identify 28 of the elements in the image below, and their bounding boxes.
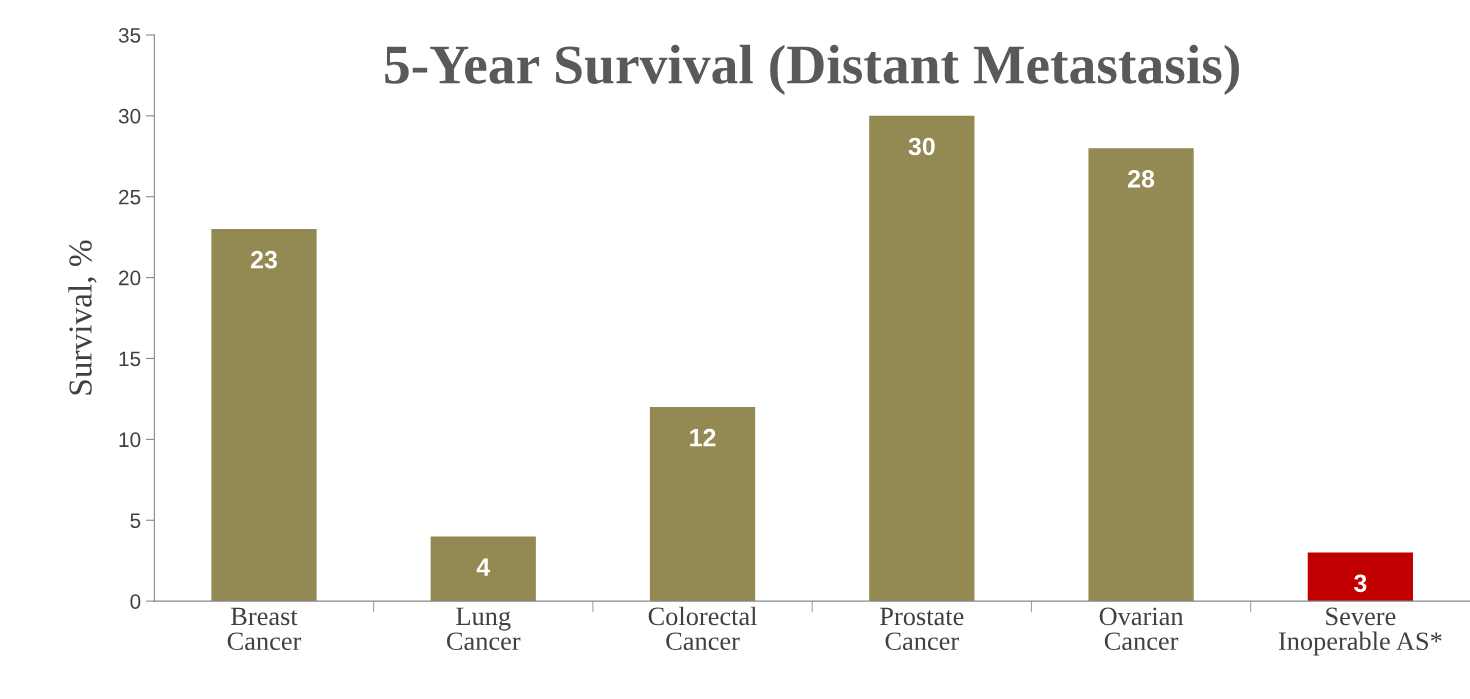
bar xyxy=(869,115,975,602)
x-tick-label: Severe Inoperable AS* xyxy=(1278,607,1442,656)
y-tick-label: 10 xyxy=(119,432,141,448)
bar xyxy=(430,536,536,602)
x-tick-label: Breast Cancer xyxy=(227,607,302,651)
y-tick-label: 25 xyxy=(119,189,141,205)
data-label: 4 xyxy=(476,558,491,576)
x-tick-label: Ovarian Cancer xyxy=(1099,607,1184,651)
y-tick-label: 30 xyxy=(118,108,141,124)
bar xyxy=(649,407,756,602)
x-tick-label: Lung Cancer xyxy=(446,607,521,651)
y-tick-label: 15 xyxy=(119,351,141,367)
bar xyxy=(211,229,317,602)
y-tick-label: 20 xyxy=(119,270,141,286)
x-tick-label: Prostate Cancer xyxy=(880,607,964,651)
data-label: 3 xyxy=(1353,574,1367,593)
y-axis-title: Survival, % xyxy=(68,240,97,395)
data-label: 30 xyxy=(908,137,935,156)
bar xyxy=(1088,148,1194,602)
y-tick-label: 5 xyxy=(130,513,141,529)
chart-title: 5-Year Survival (Distant Metastasis) xyxy=(385,44,1239,96)
bar xyxy=(1307,552,1413,602)
data-label: 28 xyxy=(1128,169,1155,188)
x-tick-label: Colorectal Cancer xyxy=(648,606,757,651)
data-label: 23 xyxy=(250,250,277,269)
data-label: 12 xyxy=(690,428,716,447)
y-tick-label: 35 xyxy=(118,27,141,43)
y-tick-label: 0 xyxy=(130,594,141,609)
